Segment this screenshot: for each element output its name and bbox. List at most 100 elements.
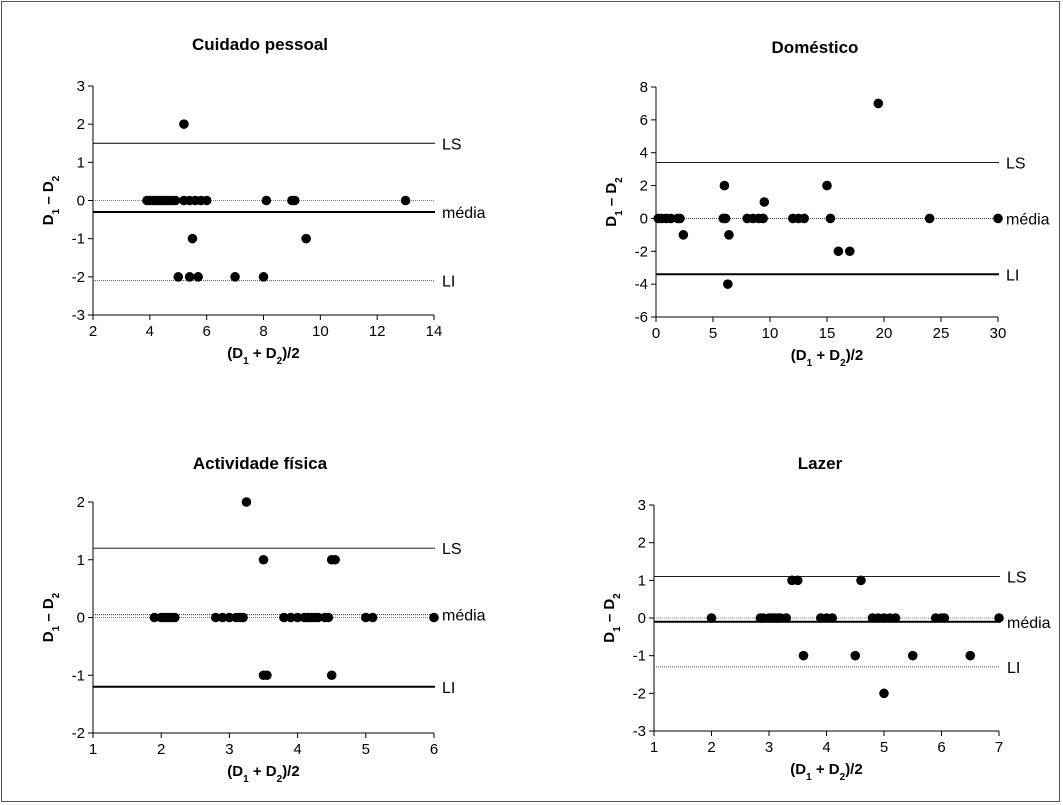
data-point [798, 650, 809, 661]
x-tick-label: 2 [89, 323, 97, 340]
lower-limit-label: LI [442, 274, 455, 291]
data-point [675, 213, 685, 224]
data-point [719, 180, 730, 191]
x-tick-label: 5 [362, 741, 370, 758]
y-tick-label: -3 [72, 307, 85, 324]
x-tick-label: 4 [146, 323, 154, 340]
data-point [170, 612, 180, 623]
x-tick-label: 10 [762, 325, 779, 342]
x-axis-label: (D1 + D2)/2 [791, 347, 863, 369]
x-tick-label: 0 [652, 325, 660, 342]
data-point [179, 119, 189, 129]
data-point [799, 213, 809, 224]
y-tick-label: 8 [640, 79, 648, 96]
y-tick-label: -2 [72, 269, 85, 286]
y-tick-label: 0 [77, 610, 85, 627]
panel-1: Doméstico -6 -4 -2 0 2 4 6 8 0 5 10 15 20 25 30 (D1 + D2… [603, 38, 1050, 369]
data-point [850, 650, 861, 661]
data-point [258, 554, 269, 565]
x-tick-label: 14 [426, 323, 443, 340]
y-tick-label: 1 [638, 572, 646, 589]
data-point [210, 612, 221, 623]
y-axis-label: D1 – D2 [603, 177, 625, 227]
y-tick-label: 3 [638, 497, 646, 514]
data-point [792, 575, 803, 586]
data-point [666, 213, 676, 224]
y-tick-label: 0 [638, 610, 646, 627]
y-tick-label: -1 [72, 231, 85, 248]
lower-limit-label: LI [1006, 267, 1019, 284]
data-point [873, 98, 884, 109]
data-point [907, 650, 918, 661]
panel-title: Cuidado pessoal [192, 35, 328, 54]
y-tick-label: 2 [640, 178, 648, 195]
panel-title: Lazer [798, 454, 843, 473]
data-point [706, 613, 717, 623]
y-tick-label: -1 [72, 667, 85, 684]
data-point [856, 575, 866, 586]
data-point [724, 230, 734, 240]
data-point [993, 213, 1003, 224]
data-point [400, 195, 411, 206]
data-point [149, 612, 160, 623]
x-tick-label: 1 [650, 739, 658, 756]
y-tick-label: 1 [77, 552, 85, 569]
lower-limit-label: LI [442, 680, 455, 697]
x-tick-label: 4 [822, 739, 830, 756]
data-point [924, 213, 935, 224]
upper-limit-label: LS [1006, 156, 1026, 173]
mean-label: média [442, 608, 486, 625]
x-tick-label: 4 [293, 741, 301, 758]
y-tick-label: -2 [633, 685, 646, 702]
x-tick-label: 6 [202, 323, 210, 340]
mean-label: média [442, 205, 486, 222]
y-tick-label: 4 [640, 145, 648, 162]
y-tick-label: -6 [635, 309, 648, 326]
data-point [173, 272, 184, 282]
data-point [758, 213, 768, 224]
panel-title: Actividade física [193, 454, 328, 473]
y-tick-label: -2 [635, 243, 648, 260]
data-point [289, 195, 300, 206]
mean-label: média [1006, 211, 1050, 228]
data-point [261, 195, 272, 206]
y-tick-label: 2 [638, 535, 646, 552]
data-point [833, 246, 844, 257]
data-point [330, 554, 340, 565]
data-point [965, 650, 976, 661]
x-tick-label: 12 [369, 323, 386, 340]
data-point [361, 612, 371, 623]
y-tick-label: 6 [640, 112, 648, 129]
x-tick-label: 3 [225, 741, 233, 758]
x-tick-label: 5 [709, 325, 717, 342]
x-tick-label: 8 [259, 323, 267, 340]
data-point [994, 613, 1004, 623]
data-point [238, 612, 248, 623]
y-axis-label: D1 – D2 [601, 593, 623, 643]
data-point [939, 613, 950, 623]
upper-limit-label: LS [442, 541, 462, 558]
data-point [429, 612, 439, 623]
data-point [230, 272, 240, 282]
data-point [292, 612, 303, 623]
data-point [822, 180, 832, 191]
data-point [301, 233, 311, 244]
panel-2: Actividade física -2 -1 0 1 2 1 2 3 4 5 6 (D1 + D2)/… [40, 454, 486, 785]
panel-title: Doméstico [772, 38, 859, 57]
data-point [217, 612, 228, 623]
data-point [193, 272, 203, 282]
data-point [187, 233, 198, 244]
y-tick-label: -1 [633, 648, 646, 665]
data-point [326, 670, 337, 681]
upper-limit-label: LS [1007, 570, 1027, 587]
y-tick-label: 2 [77, 116, 85, 133]
data-point [879, 688, 889, 699]
data-point [678, 230, 689, 240]
panel-3: Lazer -3 -2 -1 0 1 2 3 1 2 3 4 5 6 7 (D1 + D2)/2 D1 – D2… [601, 454, 1051, 783]
data-point [313, 612, 323, 623]
y-tick-label: -3 [633, 723, 646, 740]
x-axis-label: (D1 + D2)/2 [227, 345, 299, 367]
x-tick-label: 6 [430, 741, 438, 758]
